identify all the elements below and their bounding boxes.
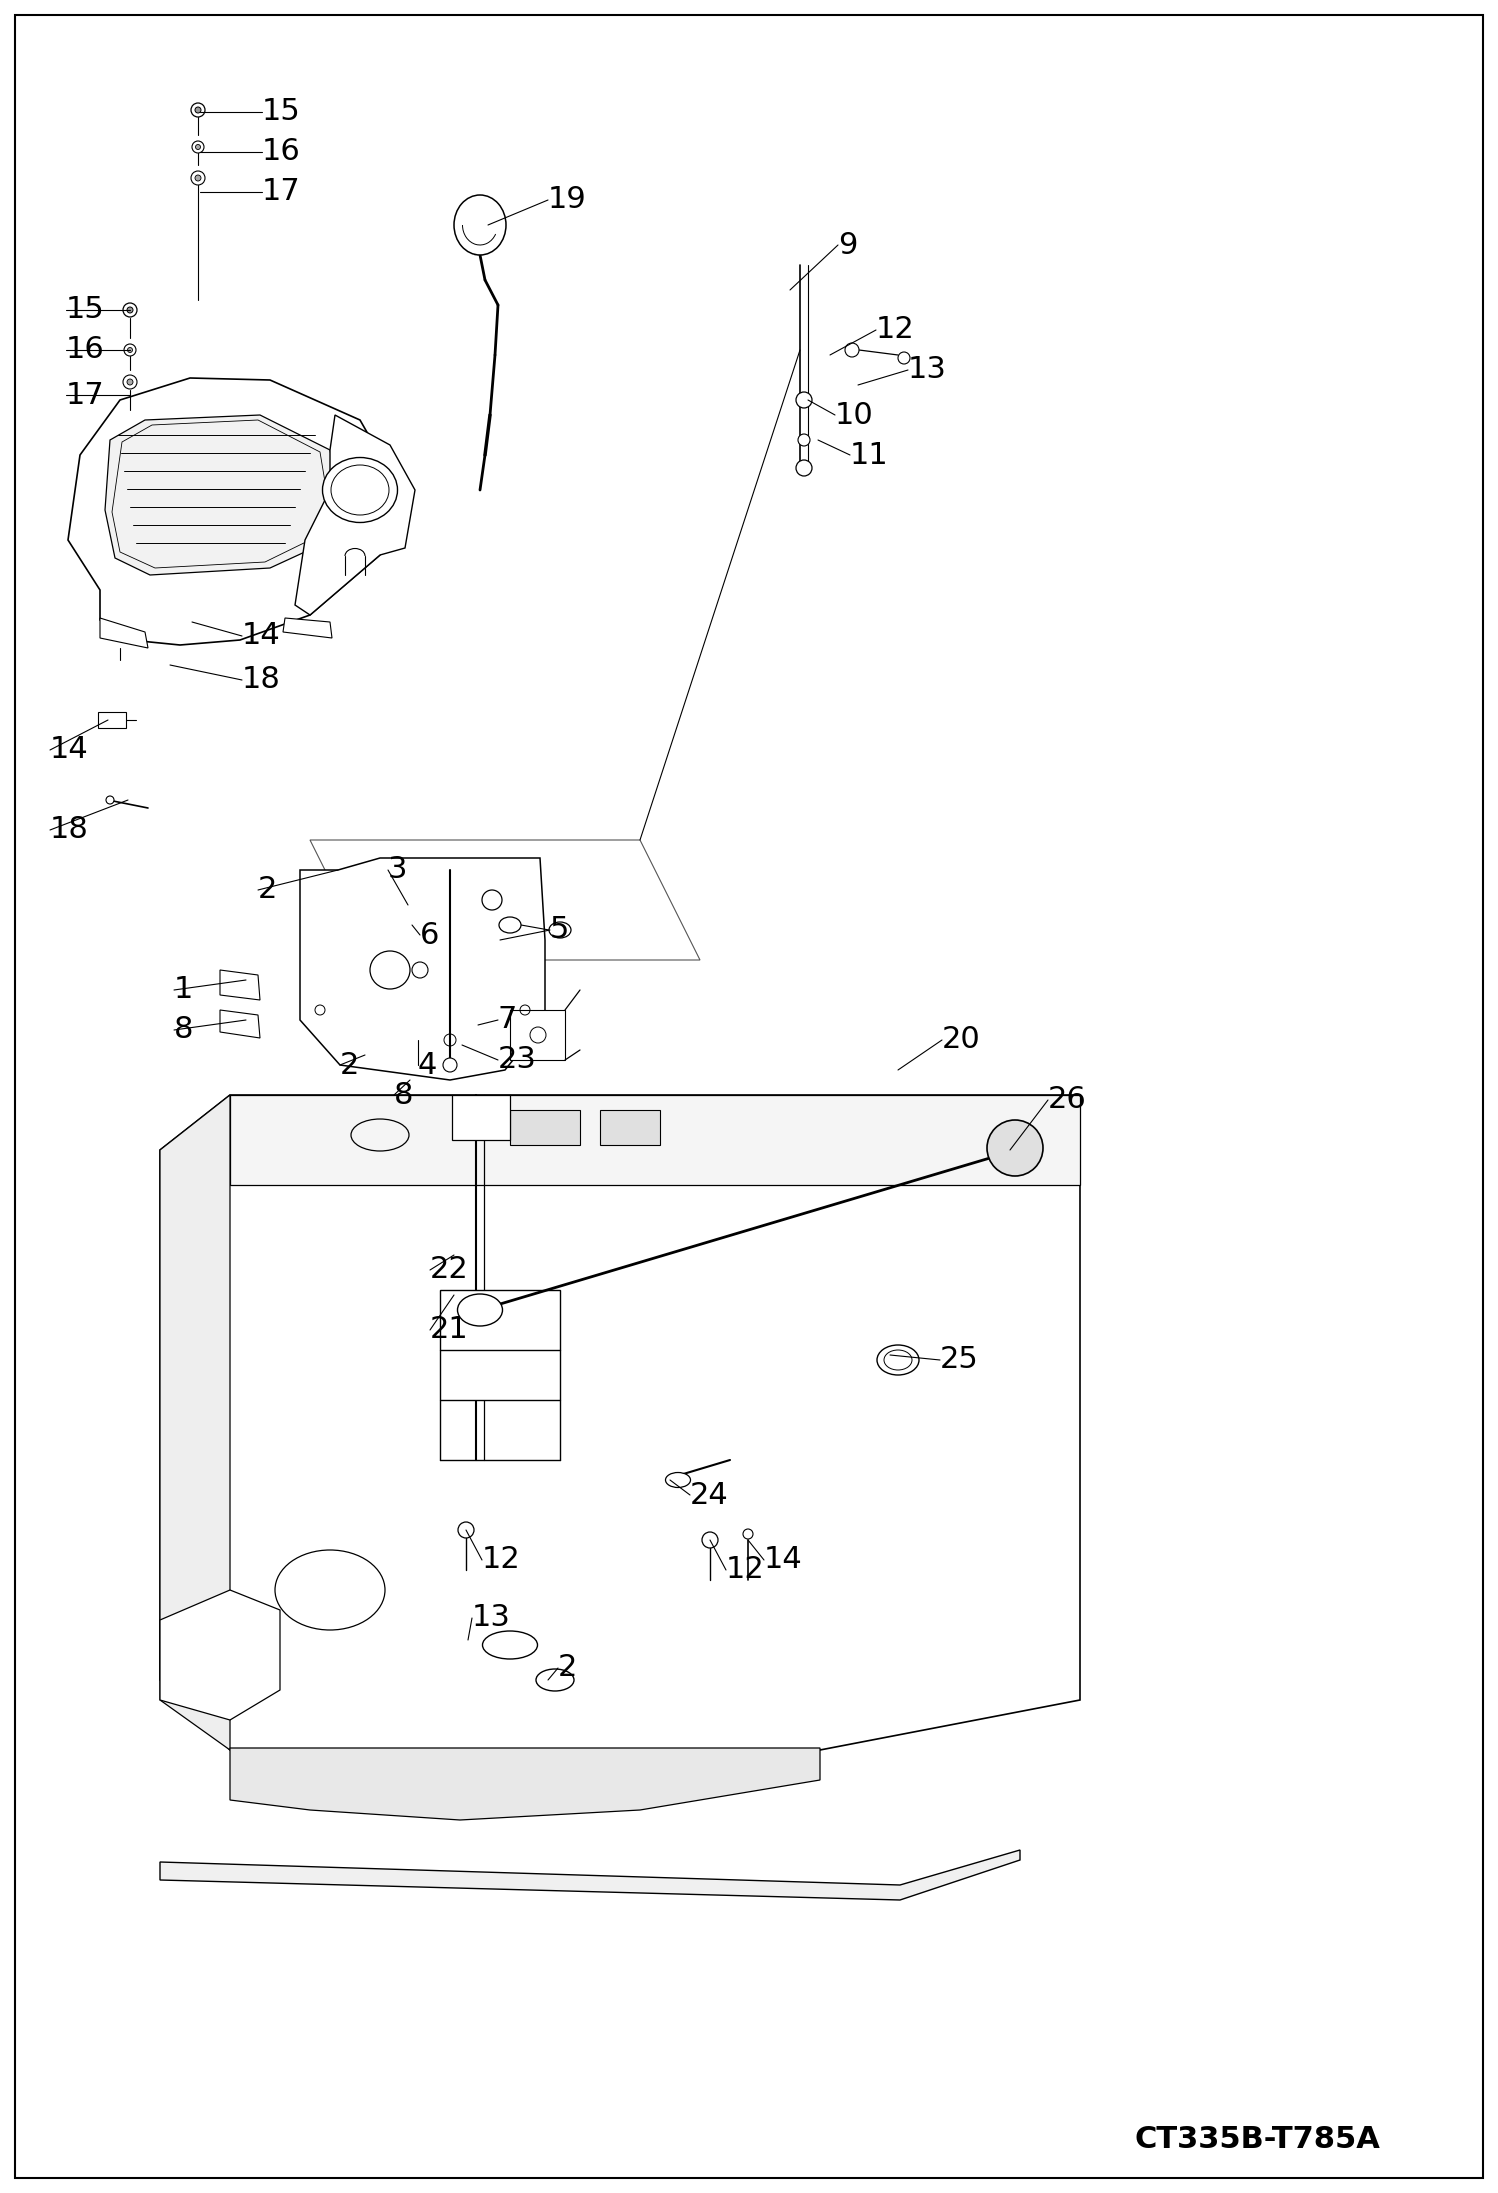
- Text: 14: 14: [243, 621, 280, 651]
- Text: 18: 18: [243, 664, 282, 695]
- Circle shape: [123, 375, 136, 388]
- Circle shape: [124, 344, 136, 355]
- Text: 2: 2: [340, 1050, 360, 1079]
- FancyBboxPatch shape: [162, 1428, 223, 1522]
- Text: 8: 8: [394, 1081, 413, 1110]
- Circle shape: [987, 1121, 1043, 1175]
- Text: 15: 15: [66, 296, 105, 325]
- Ellipse shape: [322, 458, 397, 522]
- Circle shape: [482, 890, 502, 910]
- Text: 12: 12: [727, 1555, 765, 1586]
- FancyBboxPatch shape: [162, 1296, 223, 1393]
- Text: 6: 6: [419, 921, 439, 950]
- Text: 26: 26: [1049, 1086, 1086, 1114]
- Text: 2: 2: [258, 875, 277, 904]
- Circle shape: [127, 346, 132, 353]
- Polygon shape: [160, 1590, 280, 1719]
- Polygon shape: [283, 618, 333, 638]
- Text: 16: 16: [66, 336, 105, 364]
- Polygon shape: [295, 414, 415, 614]
- Circle shape: [195, 175, 201, 182]
- Ellipse shape: [665, 1472, 691, 1487]
- Circle shape: [798, 434, 810, 445]
- Circle shape: [443, 1057, 457, 1072]
- Text: 5: 5: [550, 914, 569, 945]
- Text: 11: 11: [849, 441, 888, 469]
- Circle shape: [192, 171, 205, 184]
- Circle shape: [458, 1522, 473, 1537]
- Polygon shape: [220, 1011, 261, 1037]
- Polygon shape: [509, 1011, 565, 1059]
- Text: 13: 13: [908, 355, 947, 384]
- Text: 14: 14: [49, 735, 88, 765]
- Ellipse shape: [536, 1669, 574, 1691]
- Text: 20: 20: [942, 1026, 981, 1055]
- Text: 14: 14: [764, 1546, 803, 1575]
- FancyBboxPatch shape: [162, 1557, 223, 1654]
- Circle shape: [192, 103, 205, 116]
- Text: 18: 18: [49, 816, 88, 844]
- Ellipse shape: [454, 195, 506, 254]
- Text: 9: 9: [837, 230, 857, 259]
- Polygon shape: [160, 1851, 1020, 1899]
- Ellipse shape: [457, 1294, 502, 1327]
- Ellipse shape: [499, 917, 521, 932]
- Text: 17: 17: [66, 382, 105, 410]
- Text: 24: 24: [691, 1480, 728, 1509]
- Polygon shape: [160, 1094, 1080, 1750]
- Text: 12: 12: [876, 316, 915, 344]
- Polygon shape: [440, 1289, 560, 1399]
- Polygon shape: [160, 1094, 231, 1750]
- Circle shape: [703, 1533, 718, 1548]
- Text: 23: 23: [497, 1046, 536, 1075]
- Circle shape: [123, 303, 136, 318]
- Text: 15: 15: [262, 96, 301, 127]
- Text: 8: 8: [174, 1015, 193, 1044]
- Polygon shape: [97, 713, 126, 728]
- Circle shape: [127, 307, 133, 314]
- Circle shape: [897, 353, 909, 364]
- Circle shape: [195, 107, 201, 114]
- Text: CT335B-T785A: CT335B-T785A: [1134, 2125, 1380, 2154]
- Polygon shape: [67, 377, 400, 645]
- Text: 7: 7: [497, 1007, 517, 1035]
- Text: 4: 4: [418, 1050, 437, 1079]
- Text: 17: 17: [262, 178, 301, 206]
- Polygon shape: [601, 1110, 661, 1145]
- Text: 12: 12: [482, 1546, 521, 1575]
- Polygon shape: [220, 969, 261, 1000]
- Polygon shape: [509, 1110, 580, 1145]
- Ellipse shape: [482, 1632, 538, 1658]
- Circle shape: [845, 342, 858, 357]
- Text: 16: 16: [262, 138, 301, 167]
- Circle shape: [192, 140, 204, 154]
- Circle shape: [127, 379, 133, 386]
- Circle shape: [743, 1529, 753, 1539]
- Circle shape: [795, 393, 812, 408]
- Text: 22: 22: [430, 1257, 469, 1285]
- Text: 3: 3: [388, 855, 407, 884]
- Circle shape: [106, 796, 114, 805]
- Text: 2: 2: [557, 1654, 577, 1682]
- Circle shape: [795, 461, 812, 476]
- Text: 1: 1: [174, 976, 193, 1004]
- Polygon shape: [452, 1094, 509, 1140]
- Text: 21: 21: [430, 1316, 469, 1344]
- Text: 10: 10: [834, 401, 873, 430]
- Circle shape: [196, 145, 201, 149]
- Text: 13: 13: [472, 1603, 511, 1632]
- Polygon shape: [231, 1094, 1080, 1184]
- Text: 25: 25: [941, 1347, 978, 1375]
- Polygon shape: [105, 414, 340, 575]
- Ellipse shape: [548, 921, 571, 939]
- Polygon shape: [300, 857, 545, 1079]
- Polygon shape: [231, 1748, 819, 1820]
- Text: 19: 19: [548, 186, 587, 215]
- Polygon shape: [100, 618, 148, 647]
- Ellipse shape: [876, 1344, 918, 1375]
